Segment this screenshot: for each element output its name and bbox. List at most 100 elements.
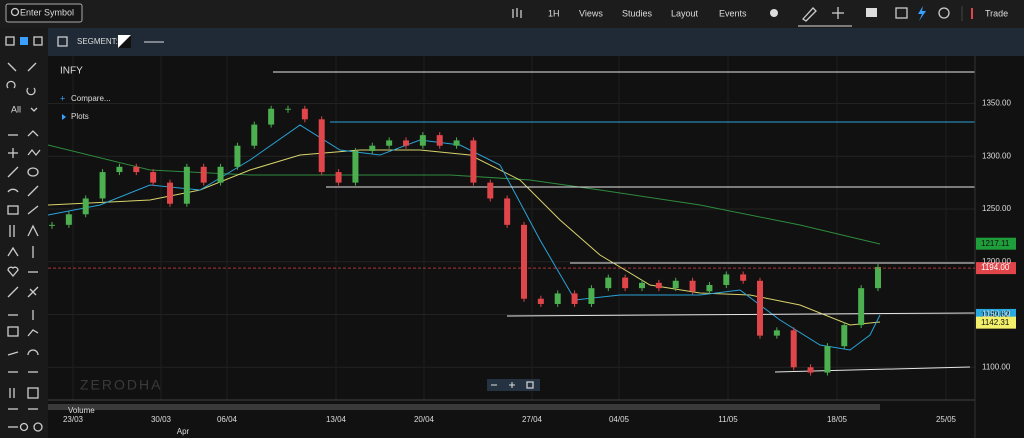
candle (183, 166, 190, 204)
layout-icon[interactable] (5, 36, 15, 46)
candle (49, 224, 55, 226)
candle (200, 166, 207, 183)
x-tick-label: 20/04 (414, 415, 435, 424)
candle (672, 280, 679, 289)
settings-icon[interactable] (770, 9, 778, 17)
candle (875, 267, 881, 289)
y-tick-label: 1150.00 (982, 310, 1011, 319)
candle (706, 284, 713, 292)
menu-item[interactable]: Layout (671, 8, 699, 18)
x-tick-label: 06/04 (217, 415, 238, 424)
ma-short (47, 124, 881, 351)
candle (504, 198, 511, 225)
candle (65, 214, 72, 225)
zoom-in[interactable] (509, 382, 515, 388)
y-tick-label: 1350.00 (982, 99, 1011, 108)
candle (217, 166, 224, 183)
drawing-filter[interactable]: All (11, 104, 21, 114)
popout-icon[interactable] (57, 36, 68, 47)
price-marker-label: 1194.00 (981, 263, 1010, 272)
zoom-reset[interactable] (526, 381, 534, 389)
drawing-tools[interactable] (6, 62, 43, 432)
crosshair-icon[interactable] (832, 7, 844, 19)
grid (48, 56, 975, 400)
candle (740, 274, 747, 281)
candle (301, 108, 308, 120)
dropdown-arrow (30, 107, 38, 112)
candle (858, 288, 865, 326)
candle-icon[interactable] (512, 8, 522, 18)
candle (133, 166, 140, 173)
menu-item[interactable]: Events (719, 8, 747, 18)
interval-menu[interactable]: 1H (548, 8, 560, 18)
x-tick-label: 23/03 (63, 415, 84, 424)
candle (723, 274, 730, 285)
table-icon[interactable] (895, 7, 908, 19)
x-tick-label: 18/05 (827, 415, 848, 424)
search-box[interactable] (5, 3, 83, 23)
candle (841, 325, 848, 347)
candle (470, 140, 477, 183)
y-tick-label: 1300.00 (982, 151, 1011, 160)
candle (639, 282, 645, 289)
grid-icon[interactable] (20, 37, 28, 45)
candle (386, 140, 393, 146)
candle (554, 293, 561, 304)
candle (116, 166, 123, 173)
trade-button[interactable]: Trade (985, 8, 1008, 18)
candle (82, 198, 89, 215)
segment-label: SEGMENT: (77, 37, 118, 46)
candle (807, 367, 814, 373)
draw-icon[interactable] (802, 7, 817, 22)
compare-plus: + (60, 93, 65, 103)
x-tick-label: 04/05 (609, 415, 630, 424)
candle (773, 330, 780, 336)
candles (49, 105, 881, 376)
candle (150, 172, 157, 183)
candle (757, 280, 763, 336)
x-tick-label: 25/05 (936, 415, 957, 424)
x-tick-label: 13/04 (326, 415, 347, 424)
candle (487, 182, 494, 199)
symbol-label: INFY (60, 66, 83, 77)
candle (419, 135, 426, 146)
menu-item[interactable]: Studies (622, 8, 653, 18)
candle (689, 280, 696, 292)
candle (403, 140, 409, 146)
candle (251, 124, 258, 146)
candle (537, 298, 544, 304)
candle (605, 277, 612, 289)
candle (369, 145, 376, 151)
candle (436, 135, 443, 146)
search-placeholder[interactable]: Enter Symbol (20, 7, 74, 17)
plots-button[interactable]: Plots (71, 112, 89, 121)
y-tick-label: 1250.00 (982, 204, 1011, 213)
sidebar (0, 28, 48, 438)
flash-icon[interactable] (918, 6, 926, 21)
candle (824, 346, 831, 373)
sub-bar (48, 28, 1024, 56)
menu-item[interactable]: Views (579, 8, 603, 18)
candle (335, 172, 342, 183)
candle (571, 293, 578, 304)
refresh-icon[interactable] (938, 7, 950, 19)
trend-lines (273, 71, 976, 373)
volume-label: Volume (68, 406, 95, 415)
compare-button[interactable]: Compare... (71, 94, 111, 103)
candle (234, 145, 241, 167)
price-marker (976, 316, 1016, 329)
price-marker-label: 1142.31 (981, 318, 1010, 327)
x-tick-label: 11/05 (718, 415, 738, 424)
chat-icon[interactable] (866, 8, 877, 17)
candle (790, 330, 797, 368)
x-tick-label: 27/04 (522, 415, 543, 424)
expand-icon[interactable] (33, 36, 43, 46)
segment-color-half (118, 35, 131, 48)
y-tick-label: 1100.00 (982, 362, 1011, 371)
watermark: ZERODHA (80, 377, 162, 393)
candle (655, 282, 662, 289)
candle (318, 119, 325, 173)
